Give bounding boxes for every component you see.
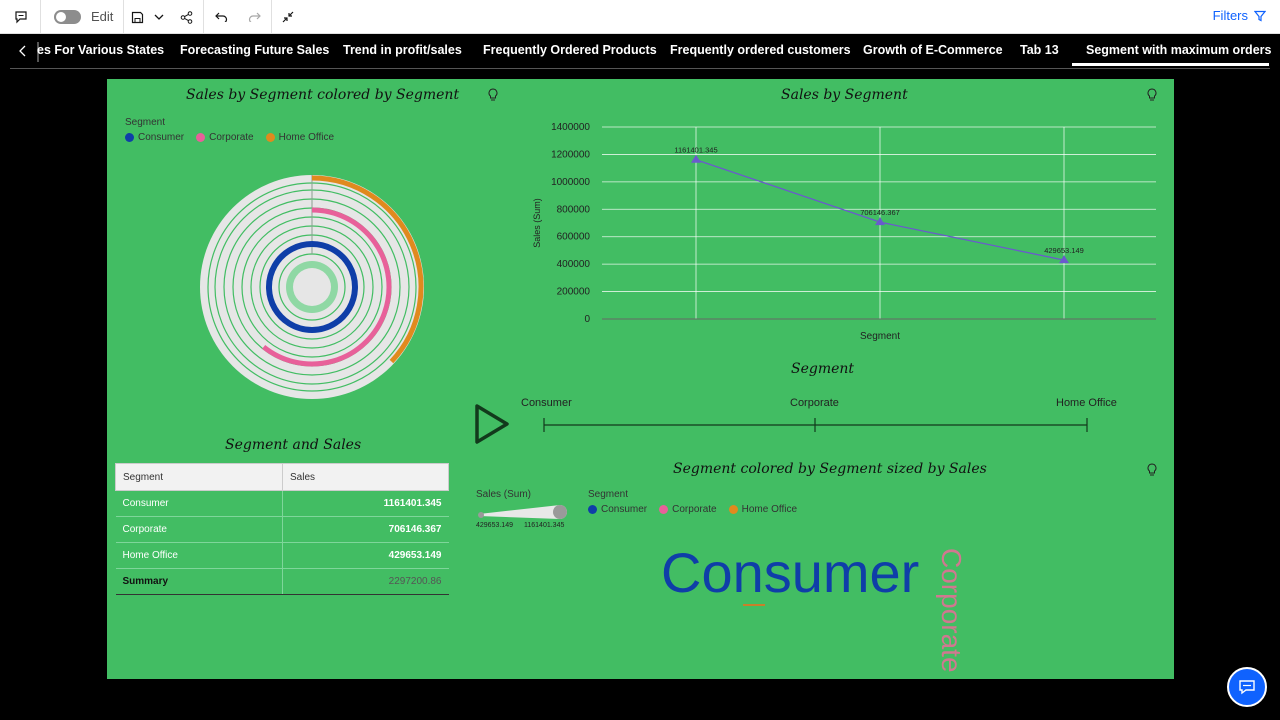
legend-item-corporate[interactable]: Corporate [659,504,717,515]
insight-bulb-icon[interactable] [1147,88,1157,107]
legend-item-home-office[interactable]: Home Office [728,504,797,515]
table-row[interactable]: Consumer 1161401.345 [115,490,449,517]
cell-segment: Corporate [115,516,283,543]
toolbar: Edit Filters [0,0,1280,34]
collapse-icon[interactable] [278,5,298,29]
comment-icon[interactable] [10,5,32,29]
edit-label: Edit [91,9,114,24]
save-icon[interactable] [128,5,146,29]
table-title: Segment and Sales [225,437,362,453]
filter-icon [1254,10,1266,21]
slider-label-consumer: Consumer [521,397,572,409]
tab-frequently-ordered-products[interactable]: Frequently Ordered Products [483,43,657,57]
cell-sales: 1161401.345 [282,490,449,517]
filters-label: Filters [1212,8,1248,23]
word-corporate[interactable]: Corporate [936,548,967,673]
word-home-office-mark [743,604,765,606]
x-axis-label: Segment [860,331,900,342]
legend-item-corporate[interactable]: Corporate [196,132,254,143]
size-legend-shape [478,505,567,519]
wordcloud-legend: Consumer Corporate Home Office [588,504,797,515]
chat-icon [1239,680,1255,695]
tab-13[interactable]: Tab 13 [1020,43,1059,57]
share-icon[interactable] [176,5,196,29]
size-legend-min: 429653.149 [476,522,513,529]
data-label: 1161401.345 [674,146,717,155]
chevron-down-icon[interactable] [150,5,168,29]
size-legend-title: Sales (Sum) [476,489,532,500]
edit-toggle[interactable] [54,10,81,24]
line-chart-title: Sales by Segment [781,87,908,103]
column-header-segment[interactable]: Segment [115,463,283,491]
legend-item-consumer[interactable]: Consumer [125,132,184,143]
tab-segment-with-maximum-orders[interactable]: Segment with maximum orders [1086,43,1272,57]
wordcloud-legend-title: Segment [588,489,629,500]
tab-growth-of-e-commerce[interactable]: Growth of E-Commerce [863,43,1003,57]
redo-icon[interactable] [244,5,264,29]
radial-bar-consumer [266,241,358,333]
tab-sales-for-various-states[interactable]: es For Various States [37,43,165,57]
y-tick-label: 1000000 [551,177,590,188]
slider-title: Segment [791,361,855,377]
y-tick-label: 200000 [557,287,591,298]
data-label: 429653.149 [1044,246,1084,255]
data-point [875,217,885,226]
y-tick-label: 1400000 [551,122,590,133]
radial-chart-title: Sales by Segment colored by Segment [186,87,460,103]
play-icon[interactable] [473,402,511,451]
slider-label-home-office: Home Office [1056,397,1117,409]
wordcloud-title: Segment colored by Segment sized by Sale… [673,461,987,477]
line-chart[interactable]: 0 200000 400000 600000 800000 1000000 1200000 1… [520,109,1170,349]
legend-item-home-office[interactable]: Home Office [265,132,334,143]
tab-bar: es For Various States Forecasting Future… [0,34,1280,70]
radial-bar-corporate [262,207,392,367]
y-tick-label: 1200000 [551,149,590,160]
table-summary-row: Summary 2297200.86 [115,568,449,595]
y-tick-label: 800000 [557,204,591,215]
segment-slider-track[interactable] [537,415,1097,435]
column-header-sales[interactable]: Sales [282,463,449,491]
filters-button[interactable]: Filters [1213,8,1266,23]
radial-legend-title: Segment [125,117,166,128]
tab-trend-in-profit-sales[interactable]: Trend in profit/sales [343,43,462,57]
data-point [691,154,701,163]
cell-segment: Home Office [115,542,283,569]
insight-bulb-icon[interactable] [488,88,498,107]
assistant-chat-button[interactable] [1227,667,1267,707]
undo-icon[interactable] [211,5,231,29]
radial-bar-home-office [311,175,424,364]
y-tick-label: 0 [584,314,590,325]
table-header-row: Segment Sales [115,463,449,491]
table-row[interactable]: Corporate 706146.367 [115,516,449,543]
legend-item-consumer[interactable]: Consumer [588,504,647,515]
cell-summary-value: 2297200.86 [282,568,449,595]
y-tick-label: 600000 [557,232,591,243]
radial-chart[interactable] [199,174,425,400]
data-label: 706146.367 [860,208,900,217]
cell-sales: 429653.149 [282,542,449,569]
slider-label-corporate: Corporate [790,397,839,409]
word-consumer[interactable]: Consumer [661,541,920,604]
y-axis-label: Sales (Sum) [532,198,542,248]
y-tick-label: 400000 [557,259,591,270]
cell-summary-label: Summary [115,568,283,595]
table-row[interactable]: Home Office 429653.149 [115,542,449,569]
active-tab-indicator [1072,63,1269,66]
segment-sales-table: Segment Sales Consumer 1161401.345 Corpor… [115,463,449,595]
size-legend-max: 1161401.345 [524,522,565,529]
dashboard-canvas: Sales by Segment colored by Segment Segm… [107,79,1174,679]
insight-bulb-icon[interactable] [1147,463,1157,482]
radial-legend: Consumer Corporate Home Office [125,132,334,143]
cell-segment: Consumer [115,490,283,517]
radial-center [293,268,331,306]
cell-sales: 706146.367 [282,516,449,543]
tab-divider [10,68,1270,69]
tab-forecasting-future-sales[interactable]: Forecasting Future Sales [180,43,330,57]
chevron-left-icon[interactable] [19,44,27,62]
data-point [1059,255,1069,264]
tab-frequently-ordered-customers[interactable]: Frequently ordered customers [670,43,851,57]
